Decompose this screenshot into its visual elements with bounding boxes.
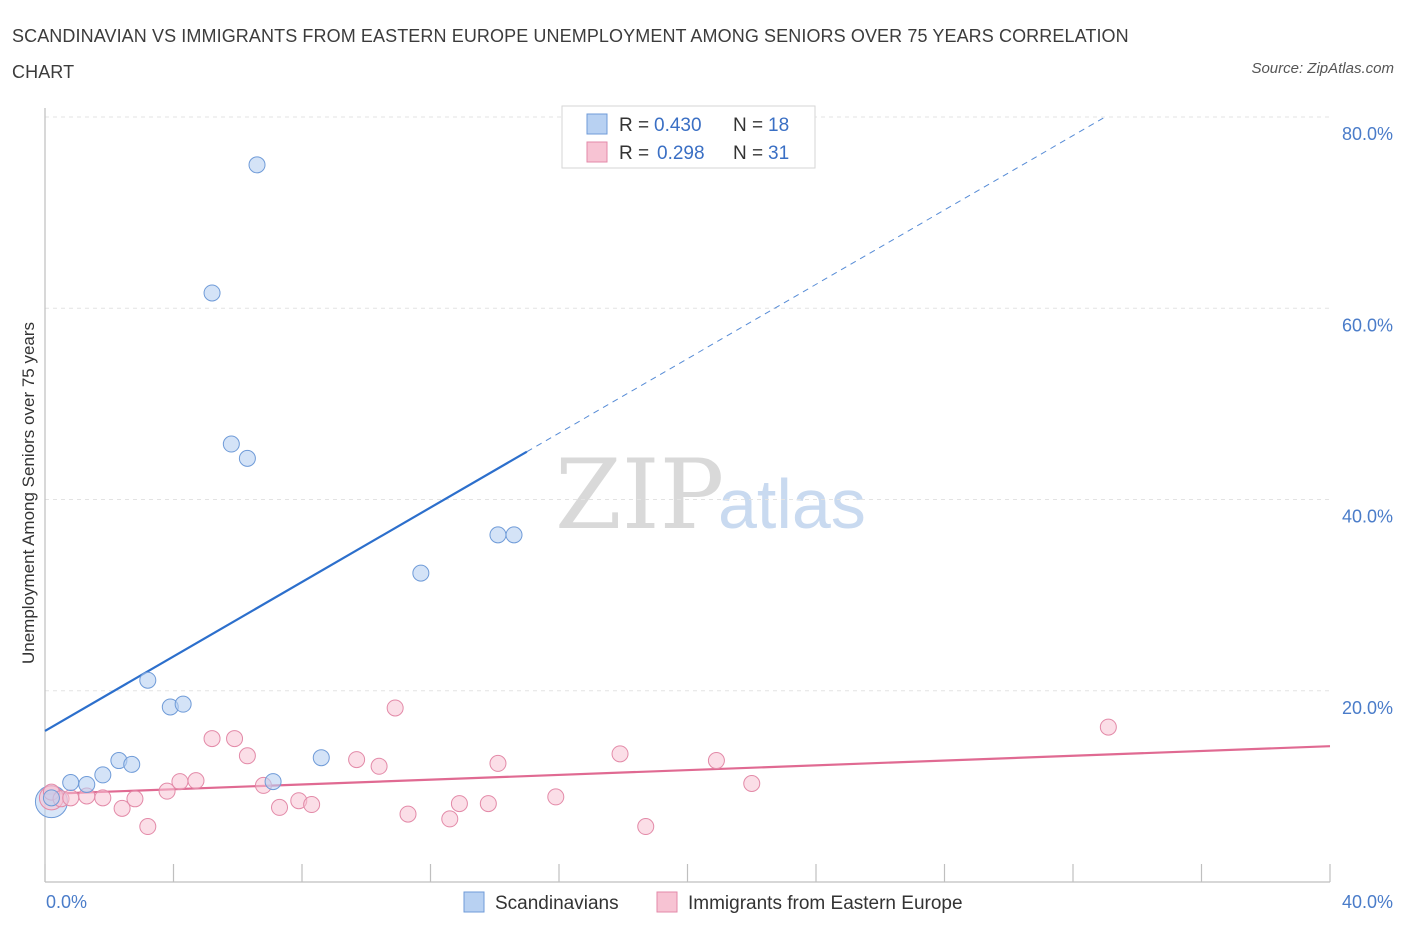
data-point-immigrants	[386, 699, 404, 717]
data-points	[34, 156, 1117, 836]
legend-swatch-pink	[586, 141, 608, 163]
data-point-scandinavians	[94, 766, 112, 784]
data-point-immigrants	[271, 798, 289, 816]
legend-swatch-blue	[586, 113, 608, 135]
data-point-immigrants	[238, 747, 256, 765]
data-point-scandinavians	[174, 695, 192, 713]
data-point-immigrants	[441, 810, 459, 828]
data-point-immigrants	[187, 772, 205, 790]
y-tick-label: 60.0%	[1342, 315, 1393, 335]
data-point-immigrants	[1099, 718, 1117, 736]
trend-line-scandinavians	[44, 450, 528, 732]
data-point-immigrants	[158, 782, 176, 800]
data-point-immigrants	[479, 795, 497, 813]
series-swatch-scandinavians	[463, 891, 485, 913]
legend-n-value-1: 18	[768, 115, 789, 136]
data-point-immigrants	[489, 754, 507, 772]
y-axis-label: Unemployment Among Seniors over 75 years	[19, 322, 38, 664]
source-label: Source: ZipAtlas.com	[1251, 60, 1394, 77]
legend-n-label-1: N =	[733, 115, 763, 136]
data-point-immigrants	[113, 799, 131, 817]
data-point-immigrants	[547, 788, 565, 806]
y-tick-label: 20.0%	[1342, 698, 1393, 718]
data-point-scandinavians	[238, 449, 256, 467]
x-tick-label: 40.0%	[1342, 892, 1393, 912]
data-point-immigrants	[62, 789, 80, 807]
trend-line-immigrants	[44, 745, 1331, 796]
y-tick-label: 40.0%	[1342, 507, 1393, 527]
legend-n-label-2: N =	[733, 143, 763, 164]
data-point-immigrants	[171, 773, 189, 791]
stats-legend: R = 0.430 N = 18 R = 0.298 N = 31	[561, 105, 816, 169]
series-swatch-immigrants	[656, 891, 678, 913]
data-point-scandinavians	[123, 755, 141, 773]
data-point-scandinavians	[312, 749, 330, 767]
data-point-scandinavians	[78, 775, 96, 793]
y-tick-labels: 20.0% 40.0% 60.0% 80.0%	[1342, 124, 1393, 718]
data-point-scandinavians	[203, 284, 221, 302]
legend-n-value-2: 31	[768, 143, 789, 164]
data-point-immigrants	[226, 730, 244, 748]
data-point-scandinavians	[412, 564, 430, 582]
data-point-immigrants	[139, 818, 157, 836]
data-point-immigrants	[348, 751, 366, 769]
legend-r-label-2: R =	[619, 143, 649, 164]
data-point-immigrants	[450, 795, 468, 813]
data-point-immigrants	[94, 789, 112, 807]
data-point-scandinavians	[264, 773, 282, 791]
watermark-atlas: atlas	[718, 465, 866, 543]
trend-line-scandinavians-extension	[526, 116, 1106, 453]
legend-r-label-1: R =	[619, 115, 649, 136]
data-point-immigrants	[399, 805, 417, 823]
legend-r-value-1: 0.430	[654, 115, 702, 136]
series-label-scandinavians: Scandinavians	[495, 893, 619, 914]
data-point-scandinavians	[62, 774, 80, 792]
gridlines	[45, 116, 1330, 692]
legend-r-value-2: 0.298	[657, 143, 705, 164]
data-point-immigrants	[126, 790, 144, 808]
watermark: ZIP atlas	[555, 439, 866, 551]
series-label-immigrants: Immigrants from Eastern Europe	[688, 893, 963, 914]
x-tick-labels: 0.0% 40.0%	[46, 892, 1393, 912]
data-point-immigrants	[303, 796, 321, 814]
data-point-scandinavians	[139, 671, 157, 689]
data-point-immigrants	[611, 745, 629, 763]
axes	[44, 108, 1331, 883]
series-legend: Scandinavians Immigrants from Eastern Eu…	[463, 891, 963, 914]
y-tick-label: 80.0%	[1342, 124, 1393, 144]
data-point-scandinavians	[489, 526, 507, 544]
data-point-scandinavians	[505, 526, 523, 544]
watermark-zip: ZIP	[555, 439, 724, 551]
data-point-immigrants	[203, 730, 221, 748]
data-point-immigrants	[370, 757, 388, 775]
data-point-immigrants	[637, 818, 655, 836]
data-point-scandinavians	[222, 435, 240, 453]
data-point-immigrants	[743, 775, 761, 793]
data-point-scandinavians	[42, 789, 60, 807]
data-point-scandinavians	[248, 156, 266, 174]
x-tick-label: 0.0%	[46, 892, 87, 912]
chart-title: SCANDINAVIAN VS IMMIGRANTS FROM EASTERN …	[12, 26, 1129, 82]
data-point-immigrants	[707, 752, 725, 770]
